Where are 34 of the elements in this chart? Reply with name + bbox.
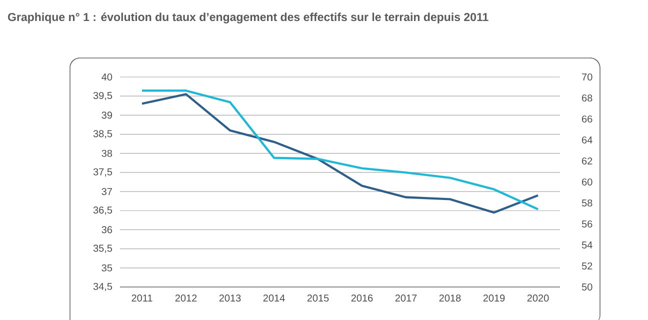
x-tick-label: 2011 (132, 294, 152, 302)
x-tick-label: 2020 (527, 294, 549, 302)
y-tick-label: 38 (102, 150, 112, 157)
x-tick-label: 2016 (351, 294, 373, 302)
y-tick-label: 37 (102, 188, 112, 196)
y2-tick-label: 64 (582, 136, 592, 144)
y-tick-label: 36 (102, 226, 112, 234)
y-tick-label: 36,5 (93, 206, 112, 215)
y2-tick-label: 62 (582, 157, 592, 165)
y2-tick-label: 50 (582, 283, 592, 291)
x-tick-label: 2013 (219, 294, 241, 302)
y2-tick-label: 66 (582, 115, 592, 123)
y-tick-label: 39,5 (93, 92, 112, 100)
x-tick-label: 2019 (483, 294, 505, 302)
x-tick-label: 2014 (263, 294, 285, 302)
y-tick-label: 37,5 (93, 168, 112, 177)
chart-title: Graphique n° 1 : évolution du taux d’engagement des effectifs sur le terrain depuis 2011 (8, 12, 488, 24)
x-tick-label: 2015 (307, 294, 329, 302)
y2-tick-label: 56 (582, 220, 592, 228)
x-tick-label: 2018 (439, 294, 461, 302)
y-tick-label: 35 (102, 264, 112, 272)
y2-tick-label: 52 (582, 262, 592, 270)
y-tick-label: 39 (102, 112, 112, 119)
x-tick-label: 2017 (395, 294, 417, 302)
x-tick-label: 2012 (175, 294, 197, 302)
y2-tick-label: 68 (582, 94, 592, 102)
y-tick-label: 35,5 (93, 244, 112, 253)
y2-tick-label: 58 (582, 199, 592, 207)
y-tick-label: 38,5 (93, 130, 112, 138)
y2-tick-label: 60 (582, 178, 592, 186)
y2-tick-label: 70 (582, 73, 592, 81)
y2-tick-label: 54 (582, 241, 592, 248)
y-tick-label: 34,5 (93, 282, 112, 292)
y-tick-label: 40 (102, 73, 112, 81)
